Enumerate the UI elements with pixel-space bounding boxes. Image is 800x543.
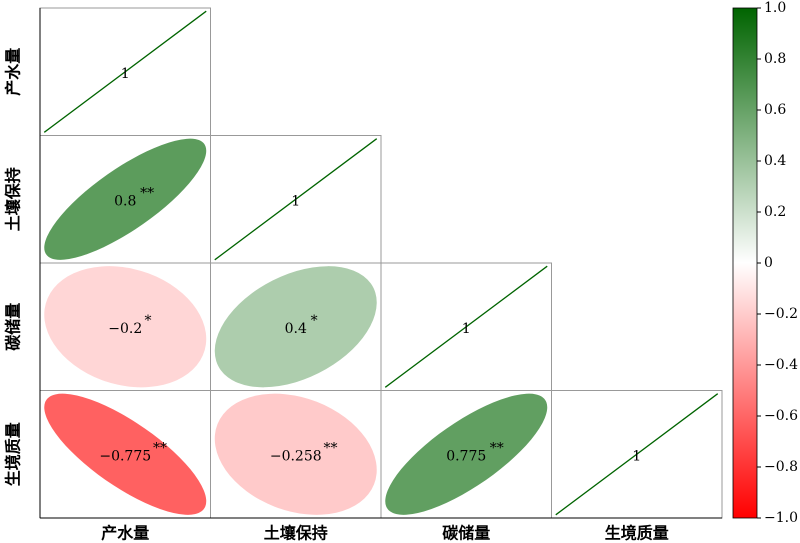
significance-stars: ** <box>324 440 338 456</box>
correlation-line <box>385 266 547 387</box>
colorbar <box>732 7 758 519</box>
significance-stars: ** <box>490 440 504 456</box>
significance-stars: * <box>311 313 318 329</box>
value-label: 1 <box>291 193 300 209</box>
x-axis-label: 土壤保持 <box>264 524 328 543</box>
value-label: 1 <box>121 66 130 82</box>
value-label: 0.4 <box>285 321 307 337</box>
ellipse-group <box>556 394 718 515</box>
correlation-line <box>556 394 718 515</box>
colorbar-tick-label: 1.0 <box>764 0 786 16</box>
correlation-line <box>44 11 206 132</box>
correlation-line <box>215 139 377 260</box>
colorbar-tick-label: −1.0 <box>764 510 798 526</box>
y-axis-label: 土壤保持 <box>4 167 23 231</box>
colorbar-tick-label: 0.2 <box>764 204 786 220</box>
colorbar-tick-label: −0.8 <box>764 459 798 475</box>
correlation-ellipse <box>214 393 377 515</box>
correlation-ellipse <box>44 138 207 260</box>
value-label: 1 <box>462 321 471 337</box>
value-label: 1 <box>632 448 641 464</box>
y-axis-label: 生境质量 <box>4 422 23 486</box>
x-axis-label: 生境质量 <box>605 524 669 543</box>
correlation-ellipse <box>385 393 548 515</box>
colorbar-tick-label: 0.4 <box>764 153 786 169</box>
value-label: −0.775 <box>99 448 151 464</box>
colorbar-tick-label: 0.8 <box>764 51 786 67</box>
ellipse-group <box>385 266 547 387</box>
x-axis-label: 碳储量 <box>442 524 490 543</box>
ellipse-group <box>215 139 377 260</box>
ellipse-group <box>214 266 377 388</box>
value-label: 0.775 <box>446 448 486 464</box>
ellipse-group <box>44 393 207 515</box>
value-label: 0.8 <box>114 193 136 209</box>
colorbar-tick-label: −0.6 <box>764 408 798 424</box>
colorbar-tick-label: 0 <box>764 255 773 271</box>
correlation-ellipse <box>214 266 377 388</box>
y-axis-label: 碳储量 <box>4 303 23 351</box>
ellipse-group <box>44 138 207 260</box>
correlation-ellipse <box>44 266 207 388</box>
value-label: −0.2 <box>108 321 142 337</box>
significance-stars: ** <box>140 185 154 201</box>
colorbar-tick-label: 0.6 <box>764 102 786 118</box>
colorbar-tick-label: −0.2 <box>764 306 798 322</box>
significance-stars: ** <box>153 440 167 456</box>
value-label: −0.258 <box>270 448 322 464</box>
ellipse-group <box>214 393 377 515</box>
ellipse-group <box>44 266 207 388</box>
correlation-ellipse <box>44 393 207 515</box>
significance-stars: * <box>144 313 151 329</box>
y-axis-label: 产水量 <box>4 48 23 96</box>
ellipse-group <box>385 393 548 515</box>
ellipse-group <box>44 11 206 132</box>
x-axis-label: 产水量 <box>101 524 149 543</box>
colorbar-tick-label: −0.4 <box>764 357 798 373</box>
